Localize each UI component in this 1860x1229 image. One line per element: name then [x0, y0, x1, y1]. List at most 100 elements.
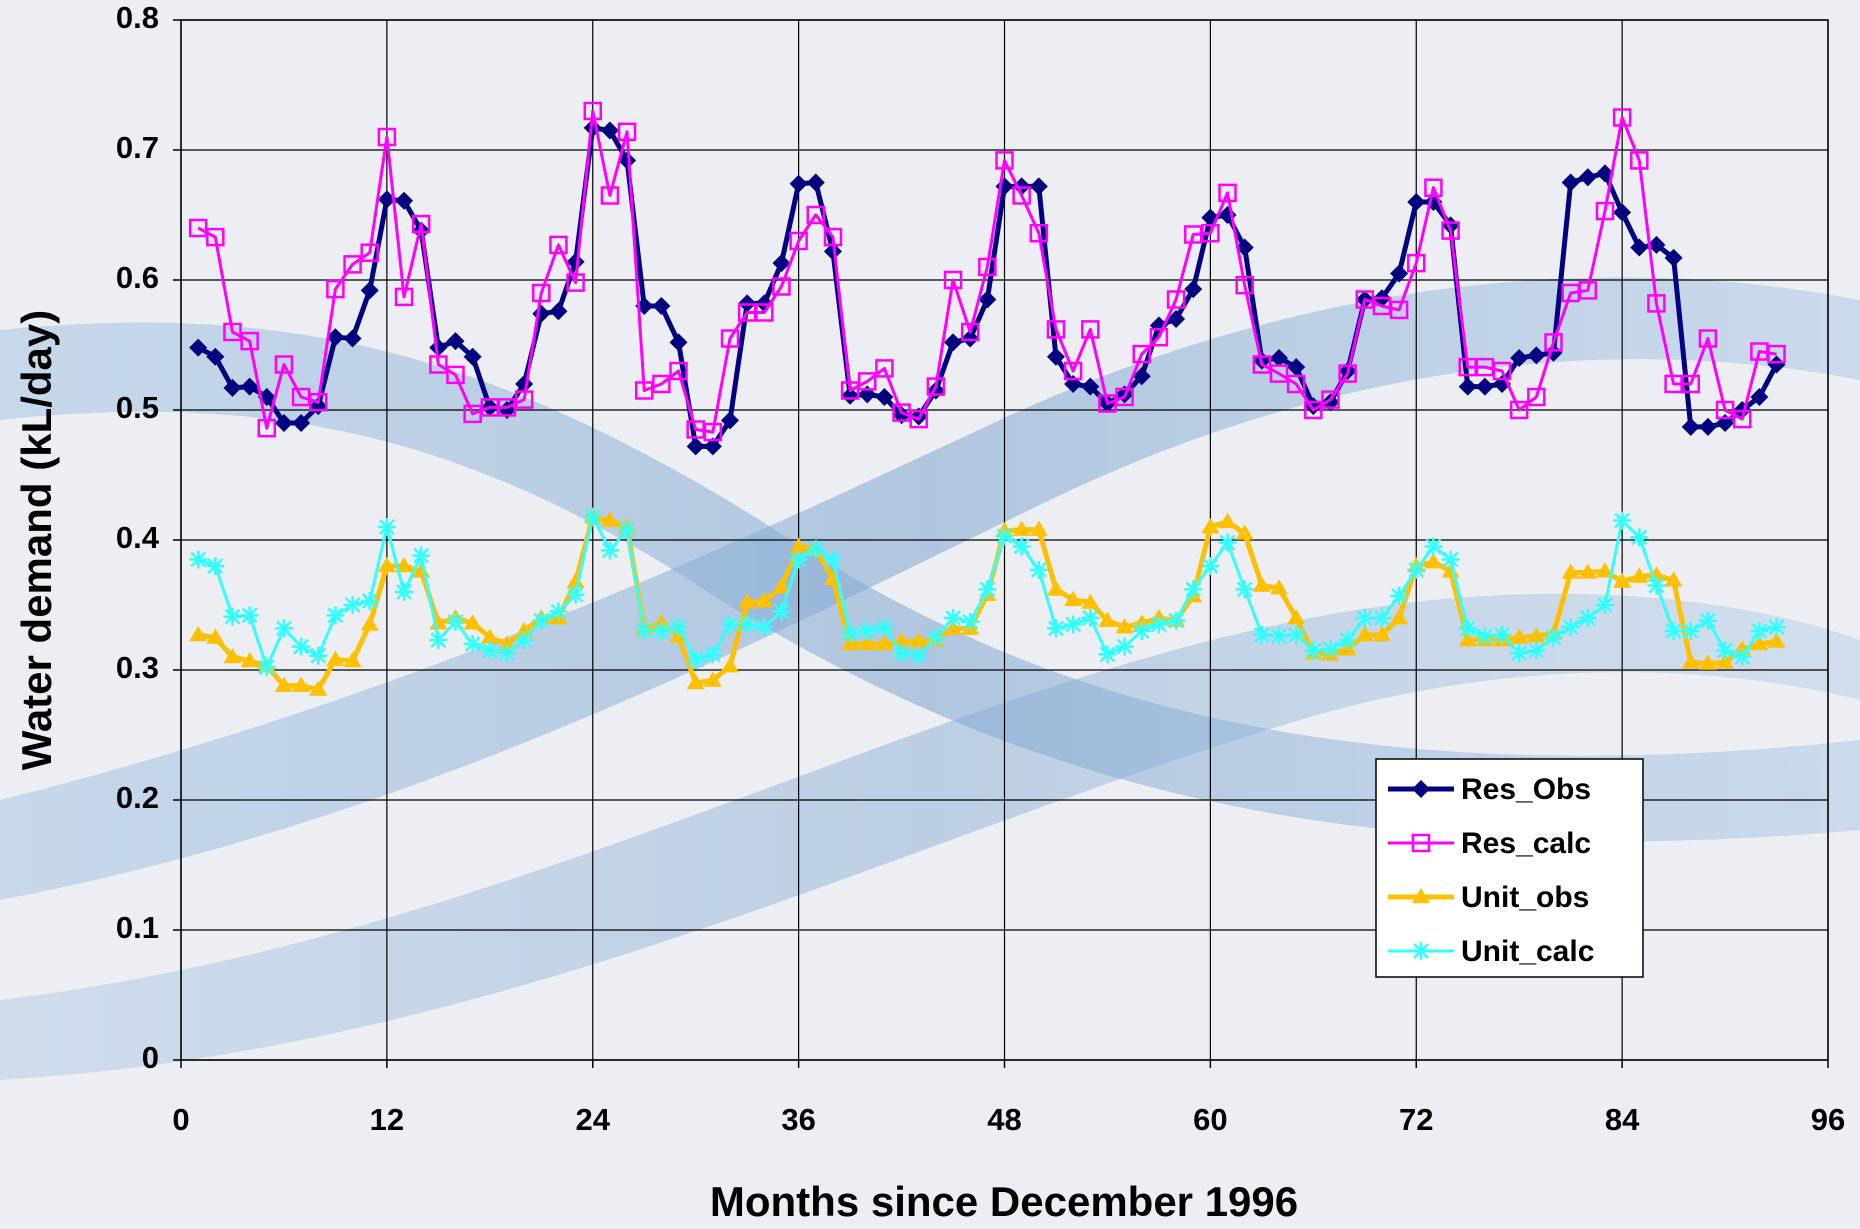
marker: [1578, 609, 1597, 627]
legend-marker: [1412, 888, 1430, 904]
marker: [360, 615, 379, 631]
marker: [566, 585, 585, 604]
marker: [395, 583, 414, 601]
marker: [1166, 290, 1186, 309]
marker: [858, 622, 877, 640]
marker: [1098, 611, 1117, 627]
y-tick-label: 0.1: [116, 910, 159, 945]
marker: [326, 606, 345, 625]
series-line: [197, 109, 1777, 434]
marker: [1235, 580, 1254, 599]
marker: [274, 414, 293, 432]
marker: [1613, 203, 1632, 222]
marker: [1081, 593, 1100, 609]
marker: [189, 338, 208, 357]
marker: [1321, 390, 1340, 409]
marker: [1630, 567, 1649, 583]
marker: [1029, 177, 1048, 196]
marker: [549, 602, 568, 621]
marker: [429, 355, 448, 374]
marker: [1613, 511, 1632, 530]
marker: [360, 281, 379, 300]
marker: [395, 557, 414, 573]
marker: [600, 121, 619, 140]
marker: [703, 422, 723, 442]
marker: [206, 557, 225, 575]
marker: [926, 628, 945, 647]
marker: [1578, 281, 1598, 300]
marker: [703, 645, 722, 664]
marker: [1390, 609, 1409, 625]
marker: [446, 612, 465, 631]
marker: [1132, 622, 1151, 640]
marker: [1647, 294, 1666, 313]
marker: [257, 418, 277, 438]
legend: Res_Obs Res_calc Unit_obs Unit_calc: [1375, 758, 1644, 978]
marker: [789, 537, 808, 553]
marker: [1252, 576, 1271, 592]
marker: [772, 602, 791, 621]
marker: [1372, 609, 1391, 627]
marker: [600, 541, 619, 560]
marker: [1046, 580, 1065, 596]
legend-label: Unit_calc: [1461, 935, 1594, 968]
marker: [1218, 183, 1237, 203]
marker: [1458, 619, 1477, 638]
marker: [1081, 609, 1100, 627]
marker: [343, 596, 362, 614]
marker: [1527, 627, 1546, 643]
marker: [926, 377, 946, 396]
marker: [1355, 609, 1374, 627]
y-tick-label: 0.7: [116, 130, 159, 165]
marker: [223, 648, 242, 664]
marker: [909, 409, 928, 429]
marker: [1733, 648, 1752, 666]
x-axis-title: Months since December 1996: [710, 1178, 1298, 1225]
marker: [1286, 374, 1306, 394]
marker: [1235, 238, 1254, 257]
marker: [292, 414, 311, 432]
marker: [1046, 320, 1066, 339]
marker: [875, 618, 894, 637]
marker: [1063, 361, 1083, 381]
marker: [1750, 635, 1769, 651]
marker: [497, 635, 516, 651]
marker: [686, 650, 705, 669]
marker: [755, 303, 774, 322]
marker: [1492, 361, 1512, 381]
marker: [480, 628, 499, 644]
marker: [480, 641, 499, 660]
marker: [1561, 563, 1580, 579]
y-tick-label: 0.2: [116, 780, 159, 815]
marker: [532, 611, 551, 630]
marker: [1664, 571, 1683, 587]
marker: [875, 388, 894, 406]
marker: [944, 609, 963, 627]
marker: [703, 671, 722, 687]
marker: [1115, 637, 1134, 656]
marker: [772, 277, 791, 296]
marker: [669, 361, 688, 381]
marker: [206, 628, 225, 644]
marker: [1167, 310, 1186, 328]
marker: [309, 646, 328, 665]
y-tick-label: 0: [142, 1040, 159, 1075]
marker: [755, 592, 774, 608]
marker: [309, 680, 328, 696]
marker: [411, 214, 431, 234]
marker: [858, 635, 877, 651]
marker: [1441, 550, 1460, 569]
marker: [1029, 223, 1049, 243]
marker: [995, 151, 1014, 170]
marker: [1389, 300, 1409, 320]
marker: [446, 365, 465, 385]
marker: [1287, 625, 1306, 644]
marker: [1218, 512, 1237, 529]
marker: [1012, 537, 1031, 556]
marker: [806, 173, 825, 192]
marker: [1270, 627, 1288, 646]
marker: [772, 254, 791, 273]
marker: [360, 243, 379, 262]
marker: [1578, 563, 1597, 579]
